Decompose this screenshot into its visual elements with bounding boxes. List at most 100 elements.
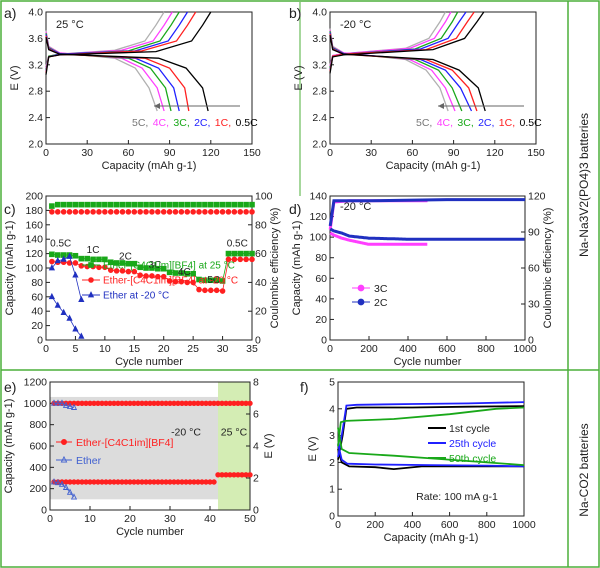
y-tick-label: 1200 — [24, 377, 48, 389]
discharge-curve-0.5C — [45, 36, 209, 112]
panel-e: 0 10 20 30 40 5002004006008001000120002468Cyc… — [3, 377, 275, 539]
efficiency-point — [137, 209, 143, 215]
capacity-point — [66, 314, 73, 321]
panel-b: 0 30 60 90 120 150 2.0 2.4 2.8 3.2 3.6 4.0 Capacity … — [289, 5, 545, 172]
capacity-point — [49, 251, 55, 258]
capacity-point — [172, 278, 179, 285]
capacity-point — [178, 278, 185, 285]
capacity-point — [54, 301, 61, 308]
y-tick-label: 5 — [329, 377, 335, 389]
rate-label: 5C — [207, 275, 220, 286]
discharge-curve-1C — [45, 35, 190, 112]
efficiency-point — [243, 201, 249, 208]
efficiency-point — [208, 209, 214, 215]
efficiency-point — [113, 209, 120, 215]
efficiency-point — [102, 201, 108, 208]
efficiency-point — [96, 209, 102, 215]
efficiency-point — [166, 209, 173, 215]
voltage-point — [211, 479, 217, 485]
x-tick-label: 10 — [84, 513, 96, 525]
panel-label: b) — [289, 5, 301, 21]
y-tick-label: 2.0 — [312, 139, 327, 151]
y2-tick-label: 80 — [255, 219, 267, 231]
y2-tick-label: 40 — [255, 277, 267, 289]
voltage-point — [247, 472, 253, 478]
efficiency-point — [60, 209, 67, 215]
efficiency-point — [72, 201, 79, 208]
capacity-point — [54, 399, 62, 406]
capacity-point — [131, 260, 138, 267]
capacity-point — [113, 268, 120, 274]
efficiency-point — [72, 271, 79, 278]
capacity-point — [119, 268, 126, 274]
voltage-point — [70, 493, 78, 500]
efficiency-point — [155, 201, 161, 208]
legend-entry: Ether at -20 °C — [103, 291, 169, 302]
panel-f: 0 200 400 600 800 1000 0 1 2 3 4 5 Capacity (mAh g-1… — [300, 377, 536, 545]
capacity-point — [155, 273, 161, 280]
side-label-bottom: Na-CO2 batteries — [577, 423, 591, 516]
legend-marker — [357, 298, 365, 306]
rate-annotation: Rate: 100 mA g-1 — [416, 491, 498, 503]
rate-arrowhead — [154, 103, 160, 109]
capacity-point — [166, 278, 173, 284]
x-tick-label: 5 — [73, 343, 79, 355]
capacity-point — [119, 260, 126, 266]
y-tick-label: 2.4 — [312, 112, 327, 124]
y-tick-label: 20 — [31, 320, 43, 332]
y-tick-label: 60 — [31, 291, 43, 303]
legend-marker — [88, 277, 94, 283]
voltage-point — [58, 480, 66, 487]
x-tick-label: 90 — [164, 147, 176, 159]
efficiency-point — [125, 209, 132, 215]
efficiency-band-2C — [328, 198, 525, 227]
efficiency-point — [49, 203, 55, 209]
x-tick-label: 60 — [123, 147, 135, 159]
efficiency-point — [90, 209, 96, 215]
y-tick-label: 3.6 — [312, 33, 327, 45]
y-tick-label: 1000 — [24, 398, 48, 410]
x-tick-label: 90 — [448, 147, 460, 159]
efficiency-point — [131, 201, 138, 208]
efficiency-point — [155, 209, 161, 215]
legend-entry: 3C — [374, 283, 388, 295]
efficiency-point — [96, 201, 102, 208]
y2-tick-label: 6 — [253, 409, 259, 421]
capacity-point — [190, 270, 196, 277]
rate-label: 2C — [119, 251, 132, 262]
x-tick-label: 0 — [327, 147, 333, 159]
y-tick-label: 0 — [329, 511, 335, 523]
x-tick-label: 0 — [43, 147, 49, 159]
x-axis-label: Cycle number — [116, 526, 184, 538]
efficiency-point — [72, 209, 79, 215]
y-tick-label: 1 — [329, 484, 335, 496]
capacity-point — [96, 256, 102, 263]
efficiency-point — [66, 209, 73, 215]
voltage-point — [62, 483, 70, 490]
x-tick-label: 30 — [217, 343, 229, 355]
x-tick-label: 200 — [360, 343, 378, 355]
efficiency-point — [49, 209, 55, 215]
efficiency-point — [231, 201, 238, 208]
efficiency-point — [78, 201, 85, 208]
temperature-annotation: 25 °C — [56, 19, 84, 31]
legend-marker — [88, 262, 94, 268]
efficiency-point — [225, 201, 232, 208]
y2-tick-label: 2 — [253, 473, 259, 485]
efficiency-point — [48, 264, 56, 271]
voltage-point — [54, 478, 62, 486]
capacity-point — [90, 256, 96, 263]
efficiency-point — [243, 209, 249, 215]
x-tick-label: 800 — [478, 519, 496, 531]
panel-a: 0 30 60 90 120 150 2.0 2.4 2.8 3.2 3.6 4.0 Capacity … — [4, 5, 261, 172]
efficiency-point — [178, 201, 185, 208]
x-tick-label: 150 — [243, 147, 261, 159]
efficiency-point — [113, 201, 120, 208]
capacity-point — [102, 264, 108, 271]
discharge-curve — [337, 427, 525, 466]
charge-curve — [337, 405, 525, 460]
efficiency-point — [107, 209, 114, 215]
capacity-point — [202, 287, 208, 294]
efficiency-point — [196, 209, 202, 215]
